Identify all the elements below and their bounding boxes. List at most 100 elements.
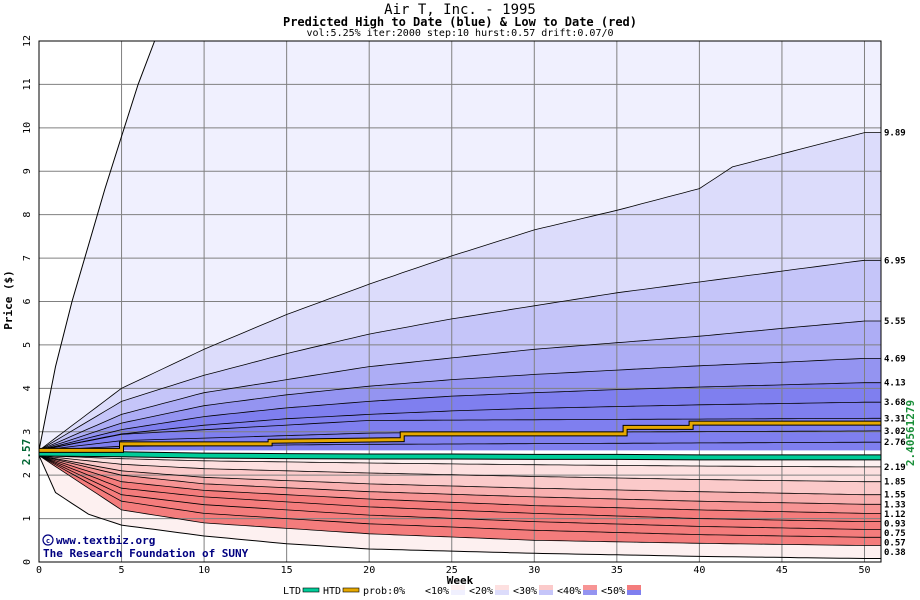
y-tick-label: 3 <box>22 429 33 435</box>
y-tick-label: 2 <box>22 472 33 478</box>
lower-quantile-line <box>38 455 881 468</box>
legend-swatch-bottom <box>627 590 641 595</box>
x-tick-label: 20 <box>363 565 375 576</box>
lower-quantile-line <box>38 455 881 530</box>
y-tick-label: 5 <box>22 342 33 348</box>
legend-swatch-top <box>451 585 465 590</box>
watermark: c www.textbiz.org The Research Foundatio… <box>42 534 249 560</box>
upper-band-4 <box>39 358 881 451</box>
quantile-value-label: 2.76 <box>884 438 906 448</box>
quantile-value-label: 1.33 <box>884 500 906 510</box>
legend-swatch-bottom <box>451 590 465 595</box>
x-tick-label: 35 <box>611 565 623 576</box>
watermark-org: The Research Foundation of SUNY <box>43 547 249 560</box>
y-tick-label: 9 <box>22 168 33 174</box>
upper-band-1 <box>39 132 881 451</box>
chart-title: Air T, Inc. - 1995 <box>384 2 536 18</box>
upper-quantile-line <box>38 320 881 451</box>
lower-quantile-line <box>38 455 881 505</box>
legend-swatch-top <box>627 585 641 590</box>
lower-quantile-line <box>38 455 881 483</box>
y-tick-label: 4 <box>22 385 33 391</box>
x-tick-label: 25 <box>446 565 458 576</box>
legend-swatch-top <box>583 585 597 590</box>
legend-label: <20% <box>469 586 493 597</box>
legend-label: HTD <box>323 586 341 597</box>
x-tick-label: 10 <box>198 565 210 576</box>
lower-quantile-line <box>38 455 881 522</box>
upper-band-0 <box>39 41 881 451</box>
x-tick-label: 30 <box>528 565 540 576</box>
plot-layer: 0 5 10 15 20 25 30 35 40 45 5001234567891011129.89… <box>22 35 906 576</box>
legend-swatch-bottom <box>539 590 553 595</box>
lower-band-4 <box>39 455 881 514</box>
start-price-label: 2.57 <box>20 439 33 466</box>
lower-quantile-line <box>38 455 881 514</box>
quantile-value-label: 6.95 <box>884 256 906 266</box>
upper-quantile-line <box>38 382 881 451</box>
inner-quantile-line <box>38 417 881 451</box>
ltd-series-line <box>38 451 881 460</box>
x-tick-label: 40 <box>693 565 705 576</box>
lower-quantile-line <box>38 455 881 496</box>
lower-band-7 <box>39 455 881 538</box>
y-tick-label: 6 <box>22 298 33 304</box>
lower-band-8 <box>39 455 881 546</box>
quantile-value-label: 9.89 <box>884 129 906 139</box>
upper-band-5 <box>39 382 881 451</box>
x-tick-label: 0 <box>36 565 42 576</box>
upper-band-6 <box>39 402 881 451</box>
y-tick-label: 7 <box>22 255 33 261</box>
lower-band-3 <box>39 455 881 505</box>
x-tick-label: 15 <box>281 565 293 576</box>
quantile-value-label: 0.93 <box>884 519 906 529</box>
quantile-value-label: 0.57 <box>884 538 906 548</box>
upper-quantile-line <box>38 259 881 451</box>
legend-swatch-bottom <box>583 590 597 595</box>
y-tick-label: 11 <box>22 78 33 90</box>
upper-quantile-line <box>38 132 881 451</box>
lower-band-6 <box>39 455 881 530</box>
legend-swatch-bottom <box>407 590 421 595</box>
max-envelope-line <box>38 40 156 451</box>
legend-label: LTD <box>283 586 301 597</box>
legend-swatch-top <box>495 585 509 590</box>
plot-border <box>38 40 882 563</box>
legend-label: <30% <box>513 586 537 597</box>
quantile-value-label: 4.69 <box>884 354 906 364</box>
legend-line-swatch <box>302 587 320 593</box>
copyright-glyph: c <box>46 537 50 545</box>
upper-band-3 <box>39 321 881 451</box>
lower-band-tail <box>39 455 881 559</box>
quantile-value-label: 0.38 <box>884 548 906 558</box>
chart-subtitle: Predicted High to Date (blue) & Low to D… <box>282 15 637 29</box>
y-tick-label: 1 <box>22 516 33 522</box>
quantile-value-label: 1.12 <box>884 510 906 520</box>
watermark-site: www.textbiz.org <box>56 534 155 547</box>
quantile-value-label: 5.55 <box>884 317 906 327</box>
htd-series-line <box>39 421 881 452</box>
upper-quantile-line <box>38 358 881 451</box>
legend-label: <10% <box>425 586 449 597</box>
quantile-value-label: 4.13 <box>884 379 906 389</box>
lower-quantile-line <box>38 455 881 538</box>
legend-label: <50% <box>601 586 625 597</box>
lower-band-5 <box>39 455 881 522</box>
quantile-value-label: 3.31 <box>884 414 906 424</box>
y-tick-label: 8 <box>22 212 33 218</box>
quantile-value-label: 3.68 <box>884 398 906 408</box>
y-tick-label: 12 <box>22 35 33 47</box>
chart-parameters: vol:5.25% iter:2000 step:10 hurst:0.57 d… <box>306 28 614 39</box>
legend-label: prob:0% <box>363 586 405 597</box>
x-tick-label: 5 <box>119 565 125 576</box>
quantile-value-label: 1.85 <box>884 478 906 488</box>
quantile-value-label: 1.55 <box>884 491 906 501</box>
legend-label: <40% <box>557 586 581 597</box>
y-tick-label: 0 <box>22 559 33 565</box>
x-axis-label: Week <box>447 574 474 587</box>
copyright-icon <box>42 534 54 546</box>
upper-band-2 <box>39 260 881 451</box>
y-axis-label: Price ($) <box>2 270 15 330</box>
